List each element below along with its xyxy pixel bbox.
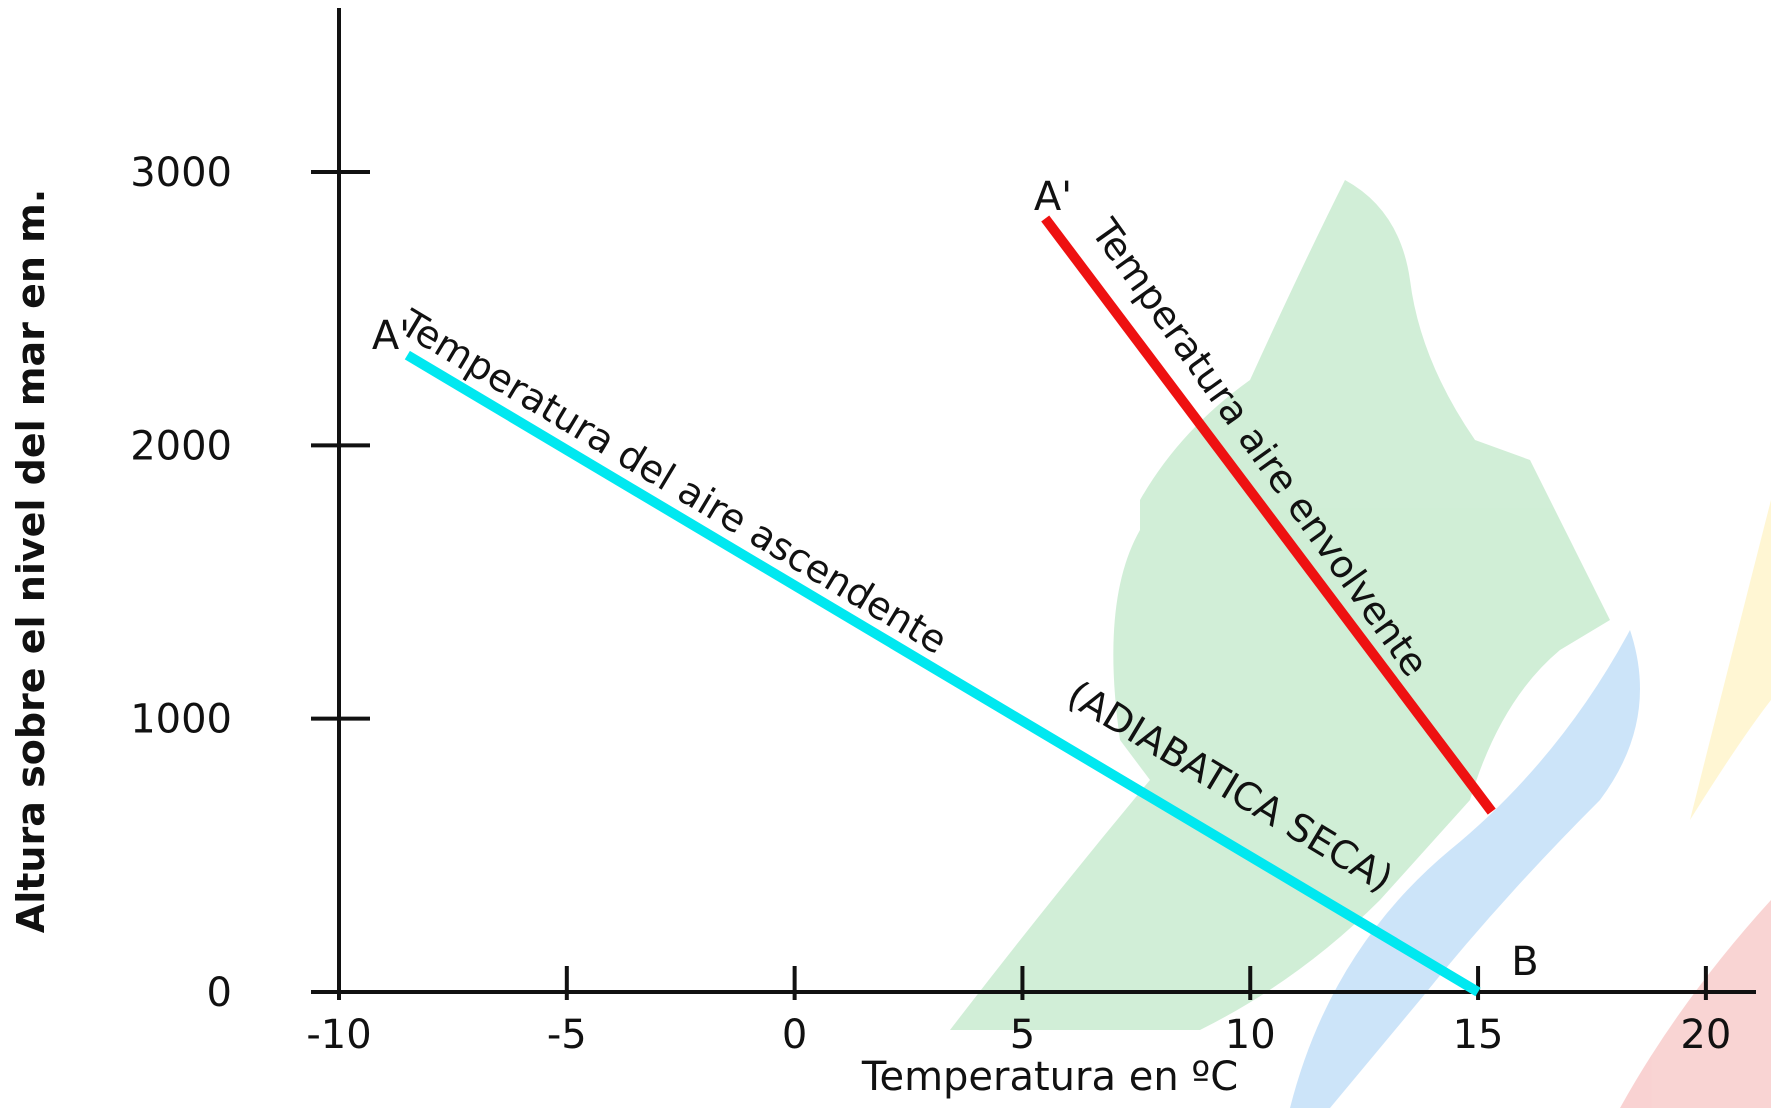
page: {"chart_data": { "type": "line", "x_labe…: [0, 0, 1771, 1108]
x-tick-label: 10: [1225, 1012, 1276, 1058]
x-tick-label: -5: [547, 1012, 587, 1058]
y-axis-title: Altura sobre el nivel del mar en m.: [9, 189, 53, 933]
point-label: A': [372, 313, 410, 359]
y-tick-label: 1000: [130, 697, 232, 743]
chart: Temperatura en ºC Altura sobre el nivel …: [0, 0, 1771, 1108]
x-axis-title: Temperatura en ºC: [861, 1054, 1238, 1100]
y-tick-label: 3000: [130, 150, 232, 196]
x-tick-label: 20: [1680, 1012, 1731, 1058]
x-tick-label: 5: [1010, 1012, 1035, 1058]
series-label: Temperatura del aire ascendente: [392, 300, 955, 662]
point-label: A': [1034, 174, 1072, 220]
y-tick-label: 2000: [130, 423, 232, 469]
y-tick-label: 0: [207, 970, 232, 1016]
x-tick-label: 0: [782, 1012, 807, 1058]
point-label: B: [1511, 939, 1538, 985]
x-tick-label: -10: [306, 1012, 371, 1058]
x-tick-label: 15: [1453, 1012, 1504, 1058]
